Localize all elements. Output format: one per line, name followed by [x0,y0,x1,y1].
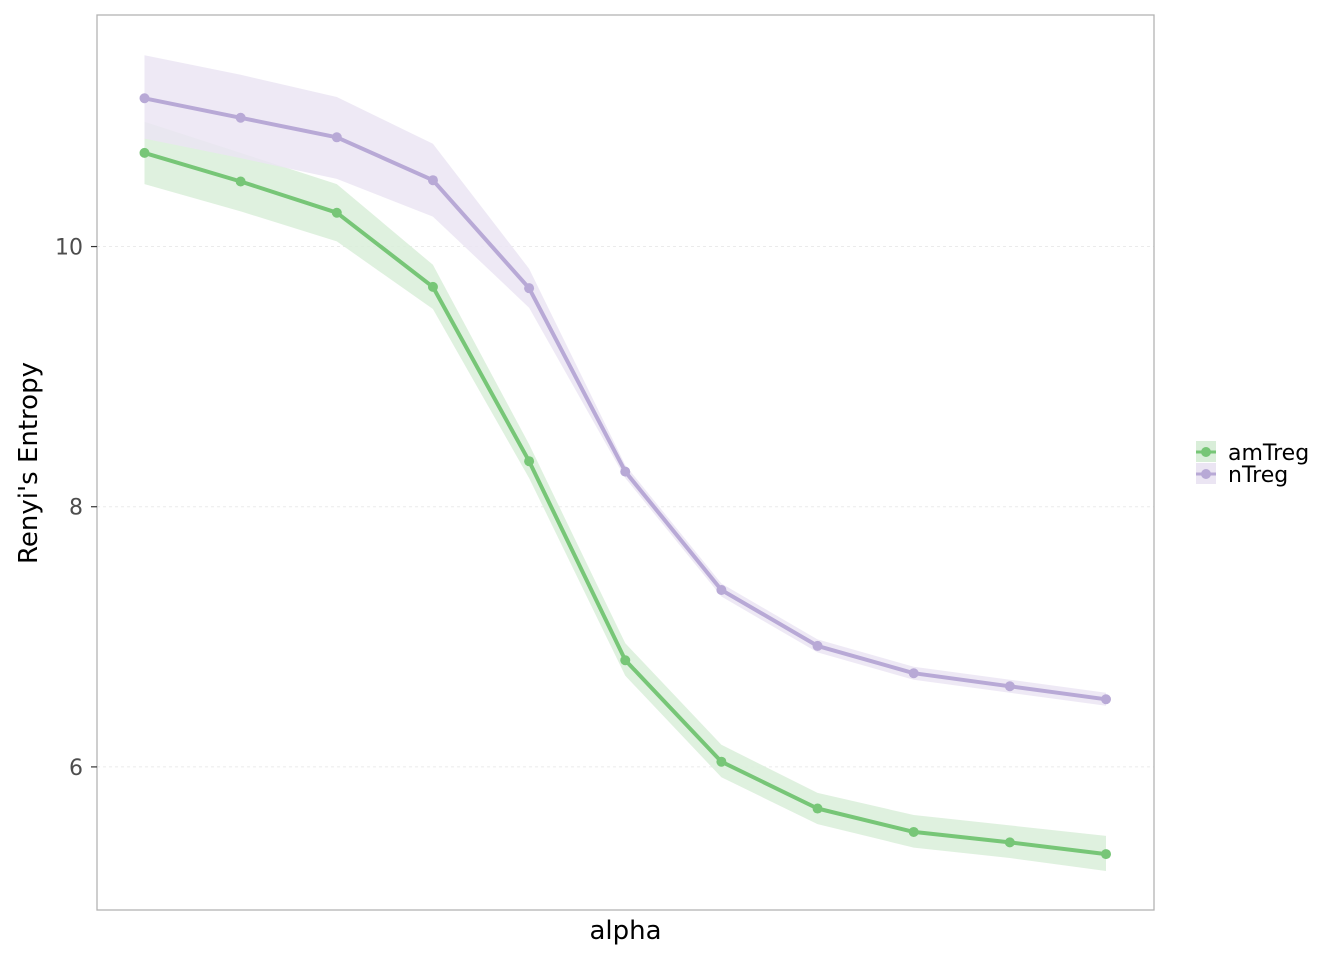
y-axis-title: Renyi's Entropy [14,362,44,564]
point-amtreg [1101,849,1111,860]
point-amtreg [812,803,823,814]
y-axis-ticks: 6 8 10 [55,236,97,781]
series-points [139,93,1111,860]
point-ntreg [1004,681,1015,692]
point-ntreg [1101,694,1111,705]
point-amtreg [139,147,150,158]
point-amtreg [524,456,535,467]
legend-key-ntreg-point [1201,469,1211,479]
point-ntreg [716,584,727,595]
x-axis-title: alpha [589,916,661,946]
point-ntreg [331,132,342,143]
point-amtreg [620,655,631,666]
point-amtreg [908,826,919,837]
point-amtreg [716,756,727,767]
legend-key-amtreg-point [1201,447,1211,457]
point-ntreg [524,283,535,294]
legend: amTreg nTreg [1196,441,1309,488]
point-ntreg [620,466,631,477]
point-ntreg [427,175,438,186]
point-ntreg [235,112,246,123]
point-amtreg [235,176,246,187]
legend-label-amtreg: amTreg [1228,441,1309,466]
point-ntreg [139,93,150,104]
point-ntreg [812,640,823,651]
y-tick-label: 10 [55,236,83,261]
point-ntreg [908,668,919,679]
legend-label-ntreg: nTreg [1228,463,1288,488]
grid-lines [97,246,1154,768]
point-amtreg [1004,837,1015,848]
point-amtreg [331,207,342,218]
band-amtreg [144,121,1106,871]
y-tick-label: 8 [69,496,83,521]
plot-border [96,14,1155,911]
y-tick-label: 6 [69,756,83,781]
point-amtreg [427,281,438,292]
